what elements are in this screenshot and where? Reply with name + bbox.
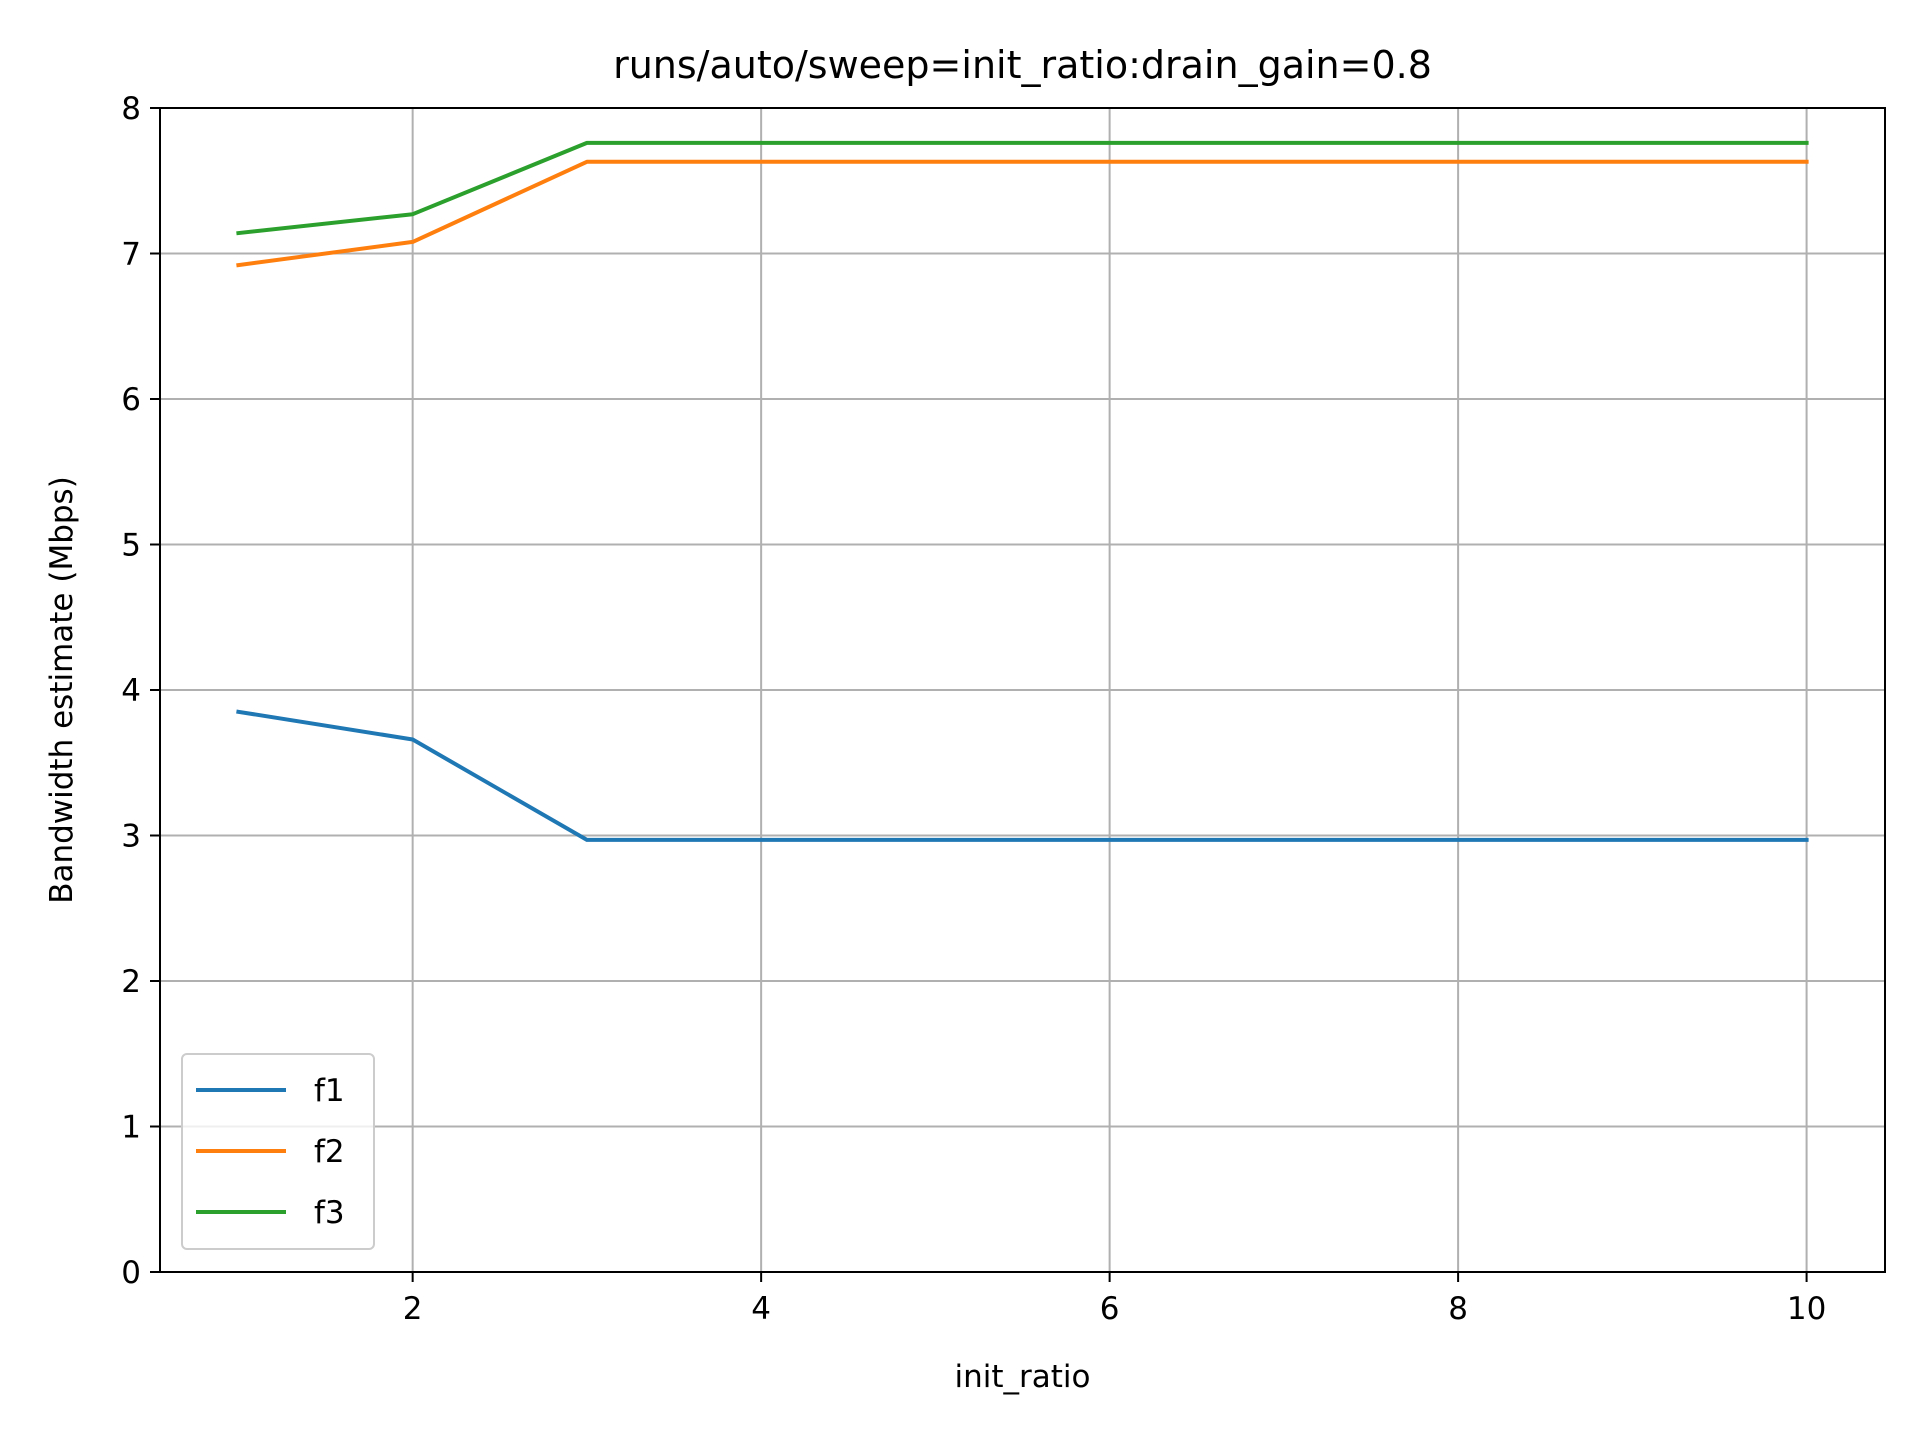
x-tick-label: 8 <box>1448 1291 1468 1327</box>
legend: f1 f2 f3 <box>181 1053 375 1250</box>
series-line-f3 <box>236 140 1809 236</box>
y-tick-label: 3 <box>121 819 141 855</box>
x-tick-label: 4 <box>751 1291 771 1327</box>
chart-title: runs/auto/sweep=init_ratio:drain_gain=0.… <box>613 43 1432 87</box>
y-tick-label: 0 <box>121 1255 141 1291</box>
y-tick-label: 6 <box>121 382 141 418</box>
series-lines <box>236 140 1809 842</box>
y-axis-title: Bandwidth estimate (Mbps) <box>44 476 80 904</box>
series-line-f1 <box>236 709 1809 842</box>
series-line-f2 <box>236 159 1809 268</box>
y-tick-label: 1 <box>121 1110 141 1146</box>
x-tick-label: 6 <box>1100 1291 1120 1327</box>
y-tick-label: 8 <box>121 91 141 127</box>
legend-label-f1: f1 <box>314 1073 345 1109</box>
y-tick-label: 2 <box>121 964 141 1000</box>
axis-ticks: 2 4 6 8 10 0 1 2 3 4 5 6 7 8 <box>121 91 1826 1327</box>
x-tick-label: 10 <box>1787 1291 1826 1327</box>
legend-label-f2: f2 <box>314 1134 345 1170</box>
y-tick-label: 4 <box>121 673 141 709</box>
legend-label-f3: f3 <box>314 1195 345 1231</box>
x-axis-title: init_ratio <box>954 1359 1090 1395</box>
y-tick-label: 5 <box>121 528 141 564</box>
y-tick-label: 7 <box>121 237 141 273</box>
x-tick-label: 2 <box>403 1291 423 1327</box>
